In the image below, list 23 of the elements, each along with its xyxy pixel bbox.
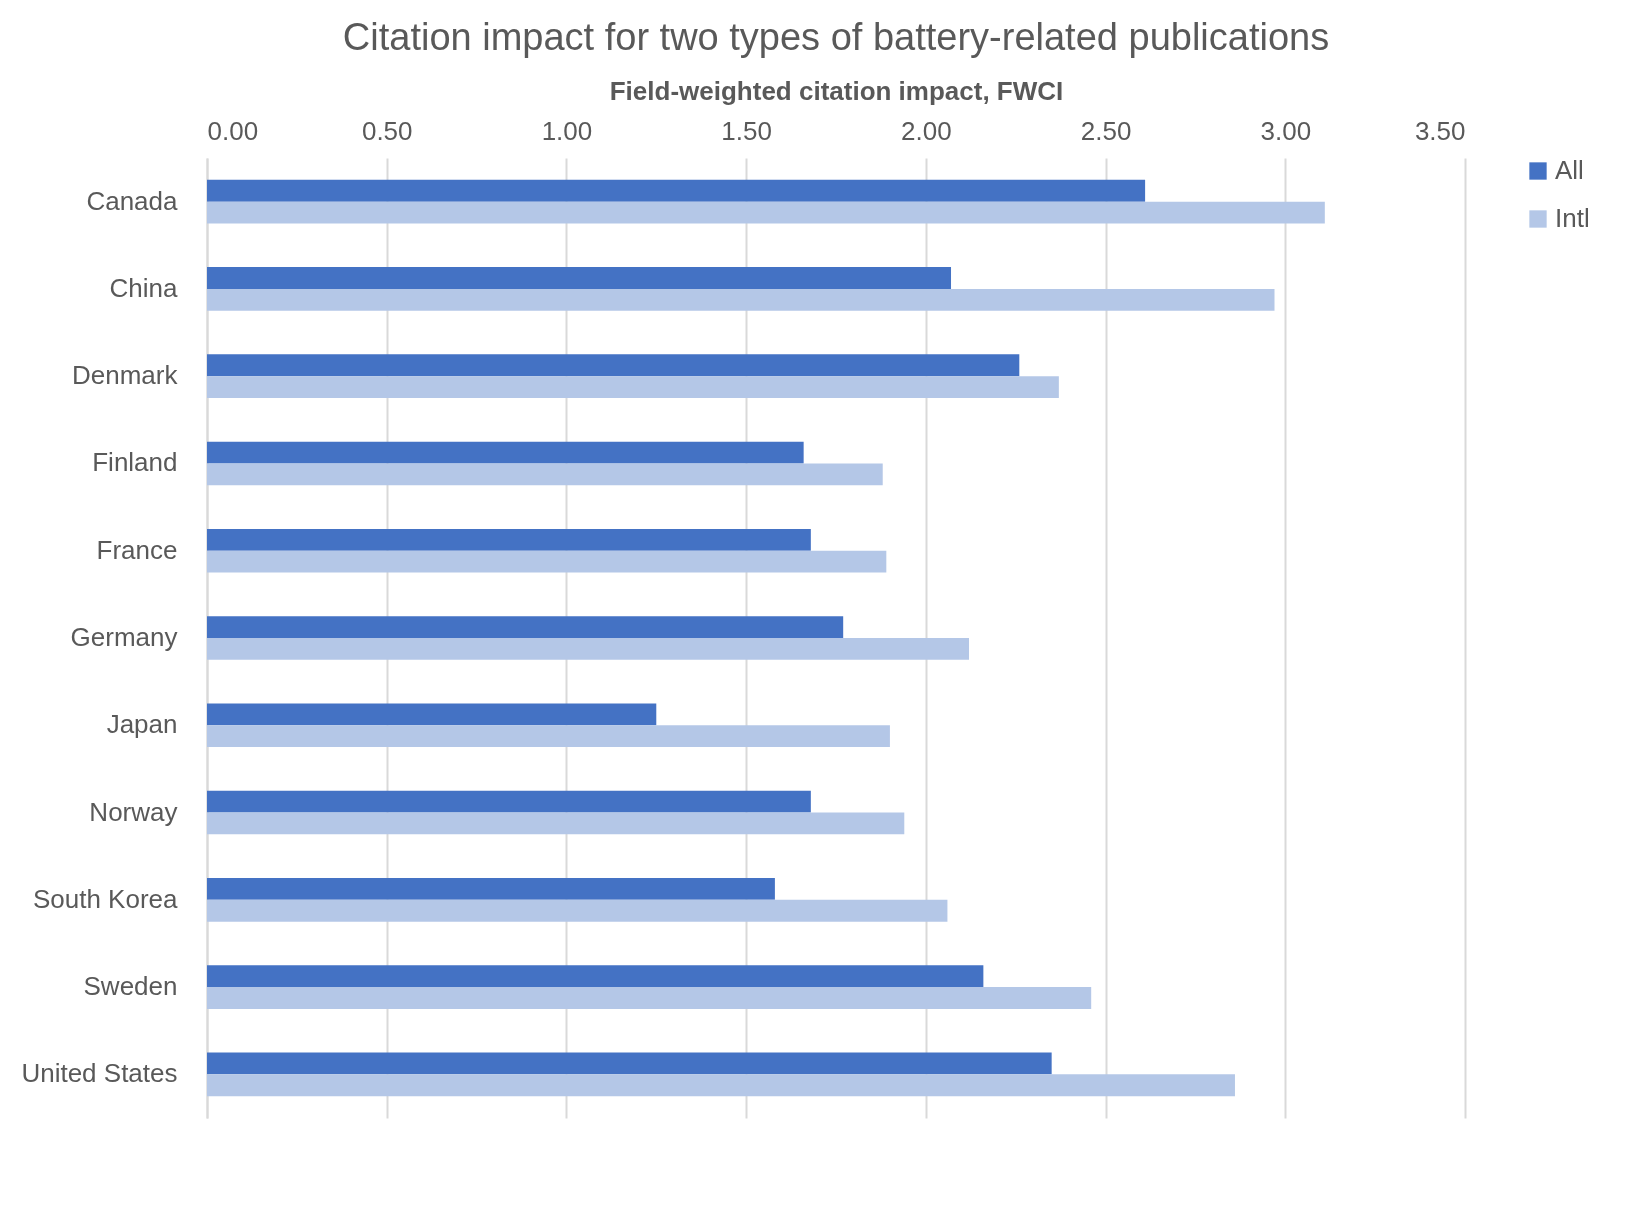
y-tick-label: Canada: [86, 185, 179, 216]
x-tick-label: 3.50: [1414, 115, 1466, 146]
y-tick-label: United States: [21, 1058, 178, 1089]
x-tick-label: 2.00: [901, 115, 952, 146]
y-tick-label: Norway: [89, 796, 178, 827]
x-tick-label: 0.50: [361, 115, 413, 146]
y-tick-label: Finland: [92, 447, 178, 478]
x-tick-label: 1.50: [721, 115, 772, 146]
y-tick-label: Japan: [106, 709, 178, 740]
y-tick-label: China: [109, 272, 179, 303]
y-tick-label: South Korea: [32, 883, 179, 914]
legend-label: All: [1555, 155, 1584, 185]
y-tick-label: Denmark: [72, 360, 179, 391]
y-tick-label: France: [96, 534, 178, 565]
legend-label: Intl: [1555, 203, 1590, 233]
x-tick-label: 0.00: [207, 115, 259, 146]
x-tick-label: 1.00: [541, 115, 593, 146]
x-tick-label: 3.00: [1260, 115, 1312, 146]
x-axis-title: Field-weighted citation impact, FWCI: [609, 75, 1064, 106]
y-tick-label: Sweden: [83, 971, 178, 1002]
chart-title: Citation impact for two types of battery-related publications: [342, 16, 1330, 58]
y-tick-label: Germany: [70, 622, 178, 652]
x-tick-label: 2.50: [1080, 115, 1132, 146]
